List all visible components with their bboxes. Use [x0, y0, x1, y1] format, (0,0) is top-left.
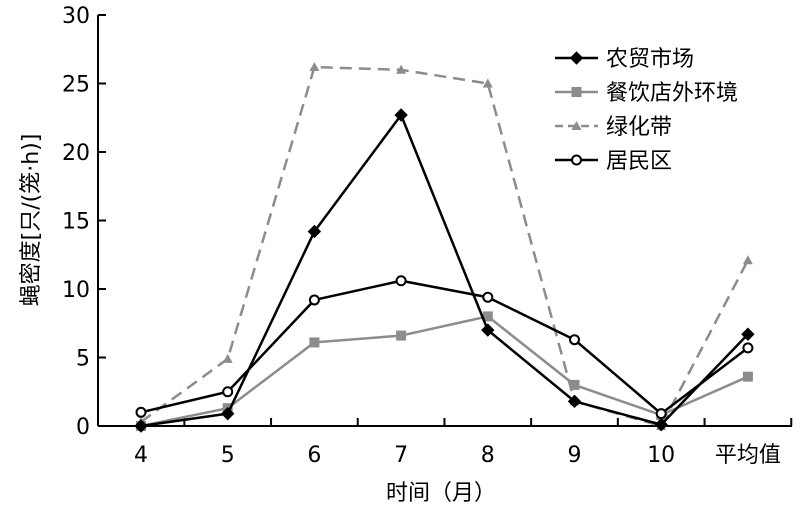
series-layer	[134, 62, 755, 433]
data-point	[309, 337, 320, 348]
data-point	[307, 224, 322, 239]
data-point	[396, 330, 407, 341]
legend-label: 居民区	[606, 149, 672, 174]
x-tick-label: 8	[481, 443, 495, 468]
data-point	[396, 64, 407, 74]
legend-item: 农贸市场	[555, 47, 694, 72]
y-axis-title: 蝇密度[只/(笼·h)]	[19, 134, 44, 307]
legend-item: 居民区	[555, 149, 672, 174]
y-tick-label: 25	[62, 73, 90, 98]
data-point	[481, 323, 495, 337]
legend-marker	[571, 154, 582, 166]
x-tick-label: 9	[568, 443, 582, 468]
series-line	[140, 113, 749, 428]
data-point	[482, 311, 493, 322]
axes: 0 5 10 15 20 25 30 4 5 6 7 8 9 10 平均值	[62, 4, 793, 468]
data-point	[309, 62, 320, 72]
y-tick-label: 30	[62, 4, 90, 29]
legend-label: 餐饮店外环境	[606, 81, 738, 106]
data-point	[134, 419, 148, 433]
data-point	[655, 408, 667, 420]
data-point	[567, 394, 582, 409]
data-point	[222, 386, 234, 398]
data-point	[654, 417, 668, 432]
x-axis-title: 时间（月）	[386, 481, 496, 506]
data-point	[394, 108, 408, 122]
legend-marker	[571, 121, 582, 130]
x-tick-label: 6	[307, 443, 321, 468]
data-point	[482, 78, 493, 88]
x-tick-label: 平均值	[715, 443, 781, 468]
data-point	[569, 334, 580, 346]
legend-marker	[569, 51, 584, 65]
series-line	[140, 279, 749, 415]
data-point	[569, 379, 580, 390]
data-point	[742, 342, 754, 354]
x-tick-label: 10	[647, 443, 675, 468]
series-line	[140, 315, 749, 428]
data-point	[741, 327, 755, 341]
x-tick-label: 4	[134, 443, 148, 468]
data-point	[395, 275, 407, 287]
data-point	[742, 371, 753, 382]
legend-item: 绿化带	[555, 115, 672, 140]
legend-marker	[571, 87, 582, 97]
series-4	[135, 275, 754, 420]
y-tick-label: 5	[76, 347, 90, 372]
series-1	[134, 108, 755, 433]
y-tick-label: 20	[62, 141, 90, 166]
x-tick-label: 5	[221, 443, 235, 468]
data-point	[222, 353, 233, 363]
legend-label: 绿化带	[606, 115, 672, 140]
y-tick-label: 0	[76, 415, 90, 440]
data-point	[220, 406, 235, 421]
x-tick-label: 7	[394, 443, 408, 468]
y-tick-label: 15	[62, 210, 90, 235]
legend-label: 农贸市场	[606, 47, 694, 72]
y-tick-label: 10	[62, 278, 90, 303]
data-point	[135, 406, 147, 418]
data-point	[482, 291, 494, 303]
data-point	[308, 294, 320, 306]
legend-item: 餐饮店外环境	[555, 81, 738, 106]
data-point	[742, 255, 753, 265]
